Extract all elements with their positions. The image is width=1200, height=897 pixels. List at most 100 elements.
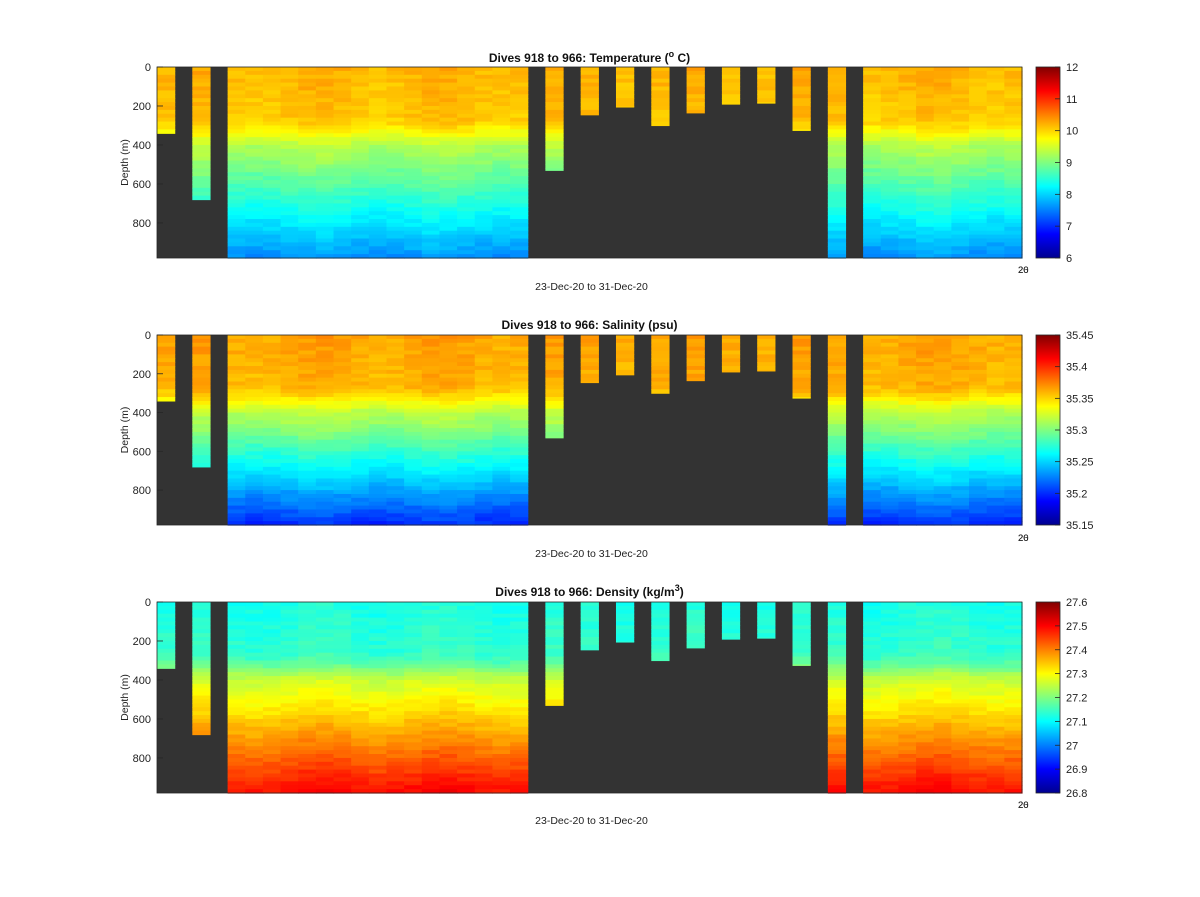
data-cell (421, 718, 441, 724)
data-cell (439, 754, 458, 759)
data-cell (439, 144, 458, 150)
data-cell (792, 82, 811, 88)
data-cell (315, 381, 335, 387)
data-cell (757, 86, 776, 91)
data-cell (933, 785, 952, 790)
data-cell (157, 605, 176, 611)
data-cell (421, 113, 441, 119)
data-cell (510, 94, 529, 99)
data-cell (227, 195, 246, 201)
data-cell (386, 509, 405, 514)
data-cell (474, 78, 494, 84)
data-cell (227, 242, 246, 247)
data-cell (545, 346, 564, 352)
data-cell (580, 362, 599, 367)
data-cell (333, 605, 352, 611)
data-cell (368, 215, 388, 220)
data-cell (863, 94, 882, 99)
data-cell (863, 226, 882, 232)
data-cell (933, 78, 952, 84)
data-cell (351, 74, 370, 80)
data-cell (315, 366, 335, 371)
data-cell (827, 742, 847, 747)
data-cell (986, 699, 1005, 704)
dive-column (227, 67, 246, 259)
data-cell (227, 172, 246, 177)
data-cell (439, 133, 458, 138)
data-cell (262, 777, 282, 782)
data-cell (192, 397, 211, 402)
data-cell (827, 470, 847, 476)
dive-column (227, 602, 246, 794)
data-cell (192, 400, 211, 406)
data-cell (227, 176, 246, 181)
data-cell (721, 102, 741, 105)
data-cell (245, 769, 264, 775)
data-cell (280, 501, 299, 507)
data-cell (916, 180, 935, 185)
data-cell (492, 408, 511, 414)
data-cell (880, 617, 900, 623)
data-cell (951, 462, 970, 468)
data-cell (510, 447, 529, 452)
data-cell (439, 105, 458, 111)
data-cell (245, 366, 264, 371)
data-cell (969, 254, 988, 259)
data-cell (474, 754, 494, 759)
data-cell (916, 338, 935, 344)
data-cell (262, 94, 282, 99)
data-cell (227, 141, 246, 146)
data-cell (969, 715, 988, 720)
data-cell (386, 222, 405, 228)
data-cell (386, 734, 405, 740)
data-cell (686, 105, 705, 111)
data-cell (421, 369, 441, 375)
data-cell (333, 660, 352, 665)
data-cell (439, 474, 458, 480)
data-cell (1004, 164, 1023, 169)
data-cell (368, 346, 388, 352)
data-cell (280, 250, 299, 255)
data-cell (916, 501, 935, 507)
data-cell (280, 133, 299, 138)
data-cell (351, 521, 370, 526)
data-cell (1004, 676, 1023, 681)
data-cell (386, 183, 405, 189)
data-cell (951, 385, 970, 390)
data-cell (474, 703, 494, 708)
data-cell (439, 404, 458, 410)
data-cell (474, 176, 494, 181)
data-cell (880, 246, 900, 251)
data-cell (245, 222, 264, 228)
data-cell (315, 137, 335, 142)
data-cell (651, 358, 670, 363)
data-cell (333, 148, 352, 154)
data-cell (351, 144, 370, 150)
data-cell (157, 381, 176, 387)
data-cell (863, 459, 882, 464)
data-cell (262, 517, 282, 522)
data-cell (333, 509, 352, 514)
data-cell (315, 435, 335, 441)
data-cell (333, 226, 352, 232)
data-cell (986, 761, 1005, 767)
data-cell (898, 486, 917, 491)
data-cell (880, 435, 900, 441)
data-cell (898, 152, 917, 158)
data-cell (404, 70, 423, 76)
data-cell (439, 455, 458, 460)
data-cell (333, 172, 352, 177)
data-cell (280, 242, 299, 247)
data-cell (439, 141, 458, 146)
data-cell (933, 730, 952, 736)
data-cell (863, 389, 882, 394)
data-cell (951, 435, 970, 441)
data-cell (916, 238, 935, 244)
data-cell (333, 501, 352, 507)
data-cell (686, 94, 705, 99)
data-cell (351, 393, 370, 398)
data-cell (333, 517, 352, 522)
data-cell (315, 691, 335, 697)
data-cell (333, 750, 352, 755)
data-cell (227, 730, 246, 736)
